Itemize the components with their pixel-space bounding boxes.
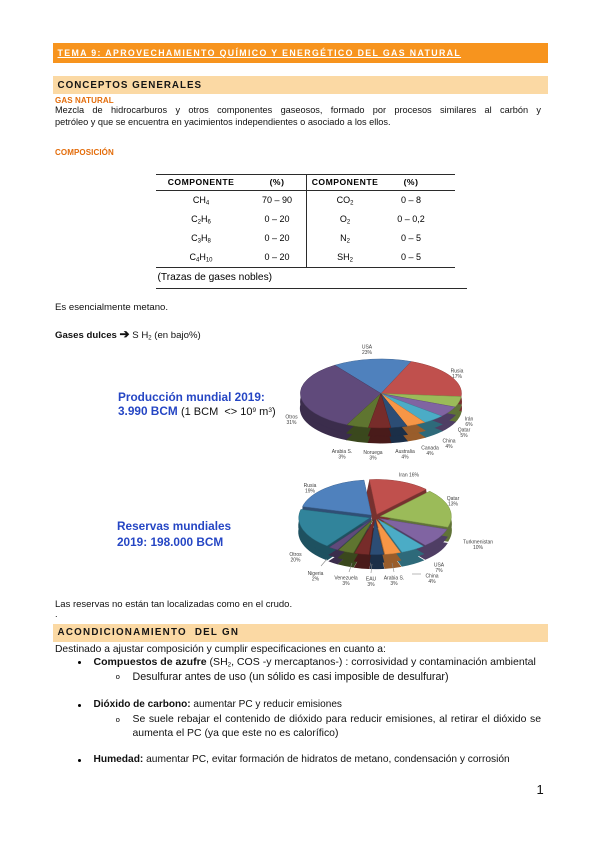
svg-text:17%: 17% bbox=[452, 374, 463, 380]
svg-text:4%: 4% bbox=[426, 451, 434, 457]
svg-text:Iran 16%: Iran 16% bbox=[399, 473, 420, 479]
svg-text:2%: 2% bbox=[312, 576, 320, 582]
svg-text:USA: USA bbox=[362, 345, 373, 351]
svg-text:3%: 3% bbox=[342, 581, 350, 587]
svg-text:5%: 5% bbox=[460, 433, 468, 439]
svg-text:Canada: Canada bbox=[421, 446, 439, 452]
svg-text:Otros: Otros bbox=[285, 415, 298, 421]
svg-text:USA: USA bbox=[434, 563, 445, 569]
svg-text:Venezuela: Venezuela bbox=[334, 576, 358, 582]
svg-text:4%: 4% bbox=[428, 579, 436, 585]
svg-text:3%: 3% bbox=[369, 455, 377, 461]
svg-text:10%: 10% bbox=[473, 545, 484, 551]
svg-text:3%: 3% bbox=[338, 454, 346, 460]
svg-text:Qatar: Qatar bbox=[458, 428, 471, 434]
svg-text:23%: 23% bbox=[362, 350, 373, 356]
svg-text:EAU: EAU bbox=[366, 577, 377, 583]
svg-text:Arabia S.: Arabia S. bbox=[332, 449, 353, 455]
svg-text:Rusia: Rusia bbox=[304, 483, 317, 489]
svg-text:Nigeria: Nigeria bbox=[308, 571, 324, 577]
svg-text:Otros: Otros bbox=[289, 552, 302, 558]
svg-text:Qatar: Qatar bbox=[447, 496, 460, 502]
svg-text:7%: 7% bbox=[435, 568, 443, 574]
svg-text:4%: 4% bbox=[445, 444, 453, 450]
svg-text:Irán: Irán bbox=[465, 417, 474, 423]
svg-text:20%: 20% bbox=[290, 557, 301, 563]
svg-text:31%: 31% bbox=[286, 420, 297, 426]
svg-text:Turkmenistan: Turkmenistan bbox=[463, 540, 493, 546]
svg-text:13%: 13% bbox=[448, 501, 459, 507]
svg-text:6%: 6% bbox=[465, 422, 473, 428]
svg-text:China: China bbox=[442, 439, 455, 445]
svg-text:Rusia: Rusia bbox=[451, 369, 464, 375]
svg-text:19%: 19% bbox=[305, 488, 316, 494]
svg-text:3%: 3% bbox=[367, 582, 375, 588]
svg-text:4%: 4% bbox=[401, 454, 409, 460]
svg-text:3%: 3% bbox=[390, 581, 398, 587]
svg-text:Australia: Australia bbox=[395, 449, 415, 455]
svg-text:Noruega: Noruega bbox=[363, 450, 382, 456]
svg-text:Arabia S.: Arabia S. bbox=[384, 576, 405, 582]
svg-text:China: China bbox=[425, 574, 438, 580]
